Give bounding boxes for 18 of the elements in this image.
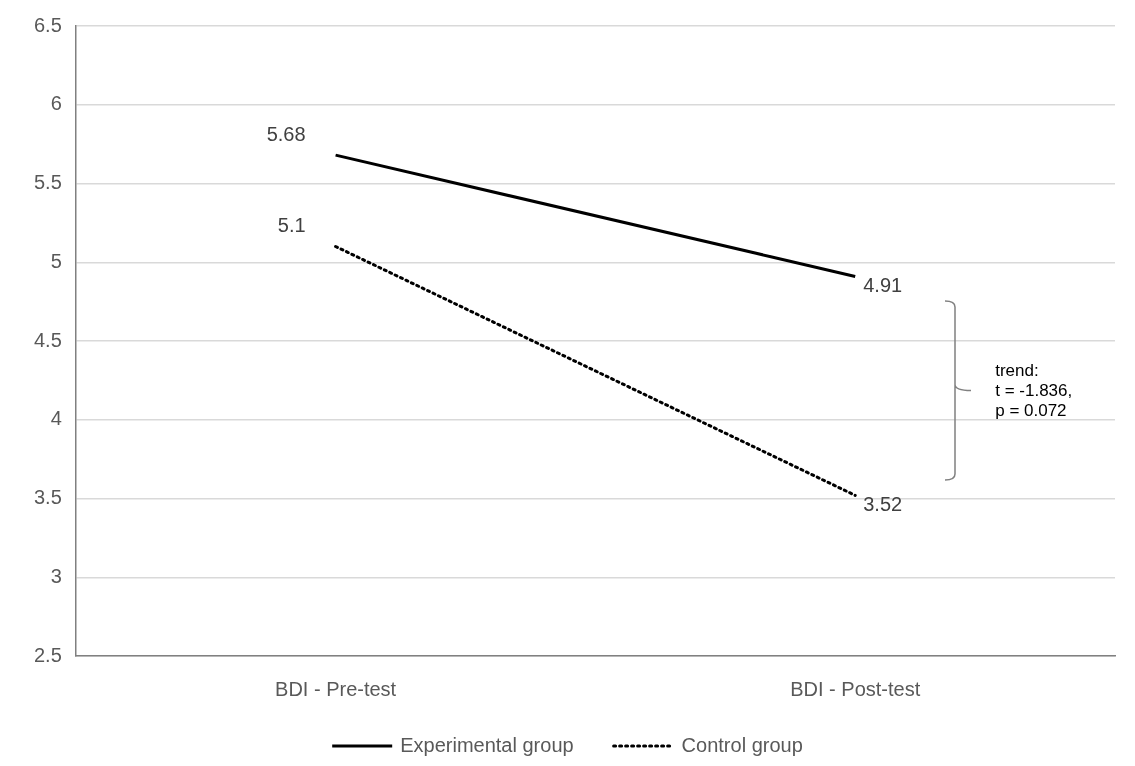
y-tick-label: 3 <box>50 564 62 587</box>
data-label: 3.52 <box>863 492 903 515</box>
y-tick-label: 3.5 <box>33 486 62 509</box>
y-tick-label: 6 <box>50 92 62 115</box>
data-label: 5.1 <box>277 214 306 237</box>
annotation: trend: t = -1.836, p = 0.072 <box>995 360 1073 420</box>
x-tick-label: BDI - Pre-test <box>275 677 397 700</box>
y-tick-label: 4 <box>50 407 62 430</box>
legend-label: Control group <box>681 733 803 756</box>
y-tick-label: 5 <box>50 249 62 272</box>
data-label: 4.91 <box>863 273 903 296</box>
y-tick-label: 5.5 <box>33 171 62 194</box>
y-tick-label: 4.5 <box>33 328 62 351</box>
x-tick-label: BDI - Post-test <box>790 677 921 700</box>
y-tick-label: 2.5 <box>33 643 62 666</box>
y-tick-label: 6.5 <box>33 13 62 36</box>
legend-label: Experimental group <box>400 733 574 756</box>
data-label: 5.68 <box>266 122 306 145</box>
